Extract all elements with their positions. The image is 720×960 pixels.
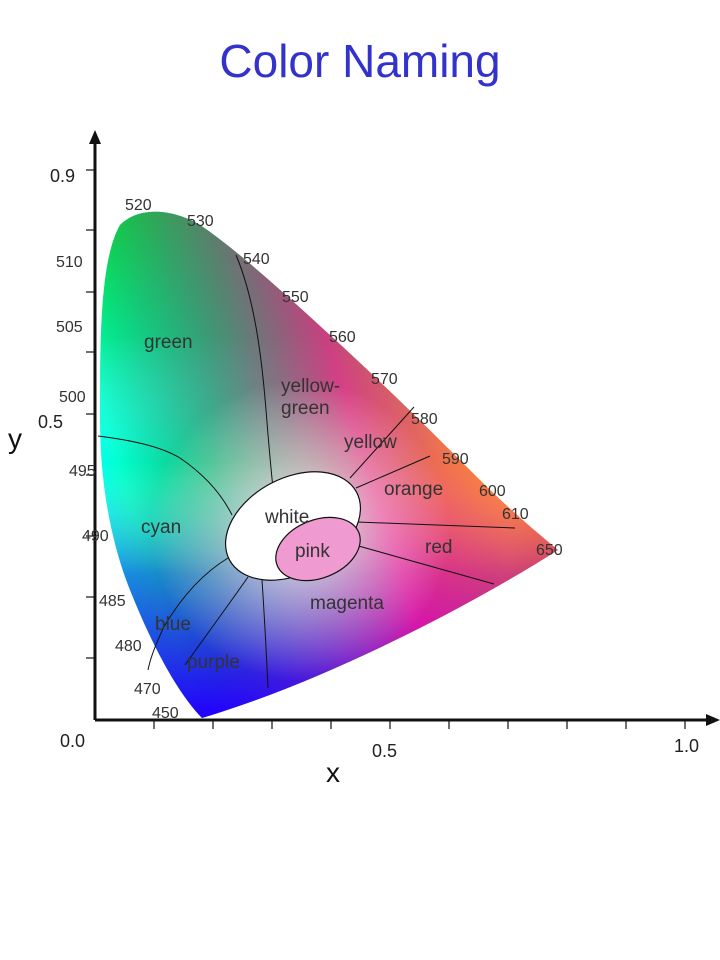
- x-axis-arrow: [706, 714, 720, 726]
- x-tick-label: 0.0: [60, 731, 85, 751]
- region-label-blue: blue: [155, 614, 191, 635]
- y-tick-label: 0.9: [50, 166, 75, 186]
- wavelength-label: 520: [125, 197, 152, 214]
- y-axis-arrow: [89, 130, 101, 144]
- page-title: Color Naming: [219, 35, 501, 87]
- wavelength-label: 650: [536, 542, 563, 559]
- region-label-white: white: [264, 507, 309, 528]
- region-label-cyan: cyan: [141, 517, 181, 538]
- x-axis-label: x: [326, 757, 340, 788]
- wavelength-label: 560: [329, 329, 356, 346]
- pink-region: [275, 516, 361, 582]
- wavelength-label: 490: [82, 528, 109, 545]
- wavelength-label: 470: [134, 681, 161, 698]
- wavelength-label: 480: [115, 638, 142, 655]
- wavelength-label: 530: [187, 213, 214, 230]
- spectral-locus: [100, 211, 558, 718]
- region-label-pink: pink: [295, 541, 330, 562]
- wavelength-label: 550: [282, 289, 309, 306]
- region-label-yellow-green: yellow-: [281, 376, 340, 397]
- y-axis-label: y: [8, 423, 22, 454]
- region-label-yellow-green: green: [281, 398, 330, 419]
- wavelength-label: 600: [479, 483, 506, 500]
- wavelength-label: 485: [99, 593, 126, 610]
- wavelength-label: 495: [69, 463, 96, 480]
- wavelength-label: 590: [442, 451, 469, 468]
- region-labels: green yellow- green yellow orange white …: [141, 332, 452, 673]
- region-label-red: red: [425, 537, 452, 558]
- x-tick-label: 1.0: [674, 736, 699, 756]
- wavelength-label: 610: [502, 506, 529, 523]
- region-label-magenta: magenta: [310, 593, 384, 614]
- wavelength-label: 510: [56, 254, 83, 271]
- wavelength-label: 500: [59, 389, 86, 406]
- region-boundaries: [97, 254, 516, 689]
- wavelength-label: 540: [243, 251, 270, 268]
- y-tick-label: 0.5: [38, 412, 63, 432]
- wavelength-labels: 520 530 510 540 550 505 560 570 500 580 …: [56, 197, 563, 722]
- region-label-green: green: [144, 332, 193, 353]
- region-label-orange: orange: [384, 479, 443, 500]
- wavelength-label: 580: [411, 411, 438, 428]
- axes: [93, 135, 712, 722]
- region-label-purple: purple: [187, 652, 240, 673]
- wavelength-label: 505: [56, 319, 83, 336]
- wavelength-label: 570: [371, 371, 398, 388]
- region-label-yellow: yellow: [344, 432, 397, 453]
- wavelength-label: 450: [152, 705, 179, 722]
- tick-marks: [86, 169, 686, 729]
- x-tick-label: 0.5: [372, 741, 397, 761]
